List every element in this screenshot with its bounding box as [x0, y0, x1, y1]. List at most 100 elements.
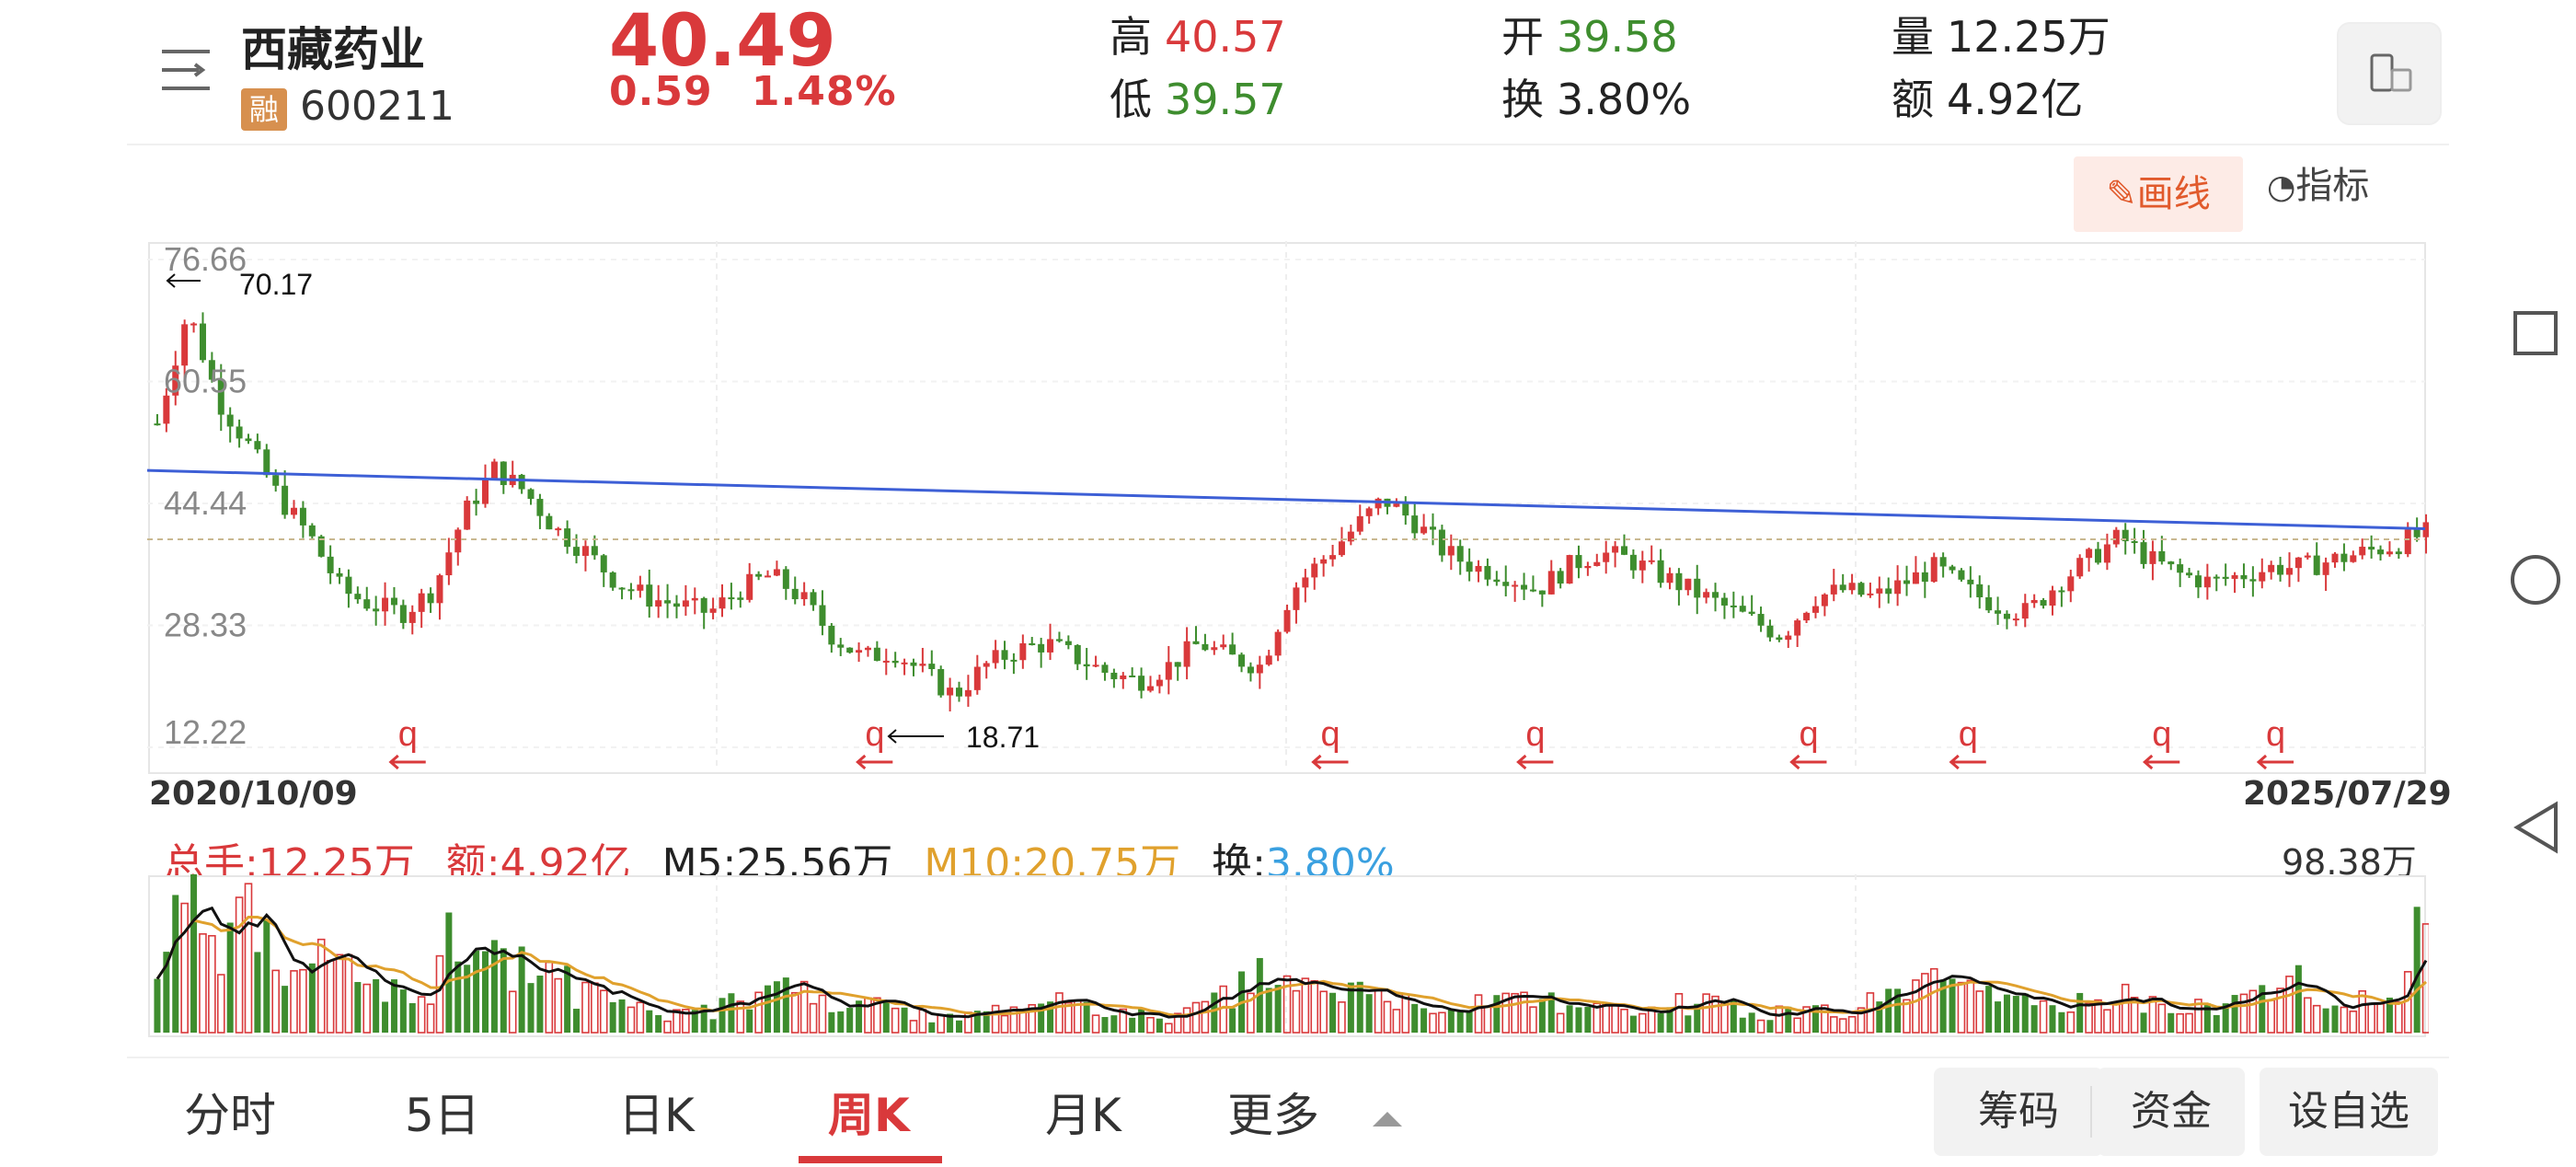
candle-body: [773, 569, 780, 576]
volume-bar: [1009, 1006, 1018, 1034]
tab-more[interactable]: 更多: [1227, 1079, 1402, 1145]
landscape-button[interactable]: [2337, 22, 2442, 125]
candle-body: [1538, 590, 1546, 595]
draw-line-button[interactable]: ✎画线: [2074, 156, 2243, 232]
candle-body: [891, 660, 899, 664]
candle-body: [2259, 572, 2266, 582]
candle-body: [1064, 641, 1072, 645]
candle-body: [1921, 572, 1928, 583]
candle-body: [527, 489, 535, 500]
volume-bar: [2239, 993, 2248, 1034]
candle-body: [1584, 565, 1592, 569]
volume-bar: [2259, 985, 2266, 1033]
volume-bar: [426, 1003, 435, 1034]
square-icon[interactable]: [2513, 311, 2558, 355]
stat-label: 额: [1892, 75, 1934, 124]
candle-body: [1675, 572, 1683, 591]
volume-bar: [1793, 1017, 1801, 1034]
volume-bar: [1146, 1016, 1155, 1034]
volume-bar: [627, 1006, 636, 1034]
triangle-back-icon[interactable]: [2513, 801, 2558, 854]
candle-body: [719, 597, 726, 609]
candle-body: [728, 597, 735, 600]
volume-bar: [1966, 979, 1975, 1034]
candle-body: [765, 575, 772, 578]
candle-body: [436, 575, 443, 604]
candle-body: [1493, 579, 1501, 583]
candle-body: [2194, 575, 2202, 588]
candle-body: [1402, 503, 1409, 516]
volume-bar: [2076, 992, 2084, 1033]
volume-grid: [716, 874, 1857, 1034]
volume-bar: [1338, 1001, 1346, 1034]
volume-chart[interactable]: [147, 874, 2429, 1038]
volume-bar: [527, 983, 535, 1033]
candle-body: [1329, 555, 1337, 560]
candle-body: [1912, 572, 1919, 584]
candle-body: [536, 499, 544, 516]
volume-bar: [2213, 1014, 2220, 1033]
candle-body: [901, 662, 908, 664]
volume-bar: [445, 912, 453, 1033]
candle-body: [856, 650, 863, 653]
volume-bar: [719, 998, 726, 1033]
volume-bar: [2130, 997, 2139, 1034]
candle-body: [390, 597, 397, 606]
volume-bar: [573, 1009, 581, 1033]
tab-weekly-k[interactable]: 周K: [828, 1089, 910, 1142]
candle-body: [181, 324, 189, 366]
chips-button[interactable]: 筹码: [1934, 1068, 2103, 1156]
pill-divider: [2090, 1086, 2092, 1138]
volume-bar: [308, 963, 316, 1033]
circle-icon[interactable]: [2511, 555, 2560, 605]
q-marker-label: q: [865, 715, 884, 754]
volume-bar: [1247, 992, 1255, 1034]
volume-bar: [1702, 993, 1710, 1034]
max-label: 70.17: [239, 268, 313, 301]
candle-body: [2186, 572, 2193, 576]
volume-bar: [1493, 995, 1501, 1033]
candle-body: [254, 441, 261, 450]
tab-daily-k[interactable]: 日K: [618, 1089, 695, 1142]
indicator-label: 指标: [2295, 165, 2370, 207]
candle-body: [2413, 529, 2421, 537]
funds-button[interactable]: 资金: [2098, 1068, 2245, 1156]
volume-bar: [1301, 977, 1310, 1034]
candle-body: [2350, 555, 2357, 562]
volume-bar: [1474, 994, 1483, 1034]
candle-body: [1593, 561, 1601, 566]
volume-bar: [1420, 1008, 1428, 1033]
candle-body: [2359, 547, 2366, 556]
volume-bar: [837, 1011, 845, 1033]
candle-body: [1811, 606, 1819, 613]
candle-body: [646, 584, 653, 607]
volume-bar: [1429, 1012, 1437, 1034]
candle-body: [618, 587, 626, 590]
indicator-button[interactable]: ◔指标: [2267, 158, 2369, 215]
candle-body: [2076, 558, 2084, 577]
volume-bar: [1138, 1007, 1145, 1033]
kline-chart[interactable]: 76.66 60.55 44.44 28.33 12.22 q q q q q q q q 70.17…: [147, 241, 2429, 775]
candle-body: [2294, 557, 2302, 569]
tab-monthly-k[interactable]: 月K: [1045, 1089, 1121, 1142]
volume-bar: [2294, 965, 2302, 1033]
candle-body: [399, 605, 407, 623]
tab-intraday[interactable]: 分时: [184, 1089, 276, 1142]
candle-body: [2240, 574, 2248, 580]
add-watchlist-button[interactable]: 设自选: [2260, 1068, 2438, 1156]
tab-5day[interactable]: 5日: [405, 1089, 480, 1142]
candle-body: [1685, 578, 1692, 591]
candle-body: [2158, 550, 2166, 562]
candle-body: [2021, 603, 2029, 619]
candle-body: [373, 608, 380, 612]
candle-body: [1256, 664, 1263, 674]
volume-bar: [2021, 993, 2029, 1033]
min-annotation: 18.71: [887, 721, 1040, 754]
candle-body: [2268, 564, 2275, 572]
candle-body: [245, 438, 252, 442]
candle-body: [1456, 546, 1464, 562]
volume-bar: [2349, 1011, 2358, 1034]
candle-body: [154, 423, 161, 426]
volume-bar: [700, 1004, 707, 1033]
menu-list-icon[interactable]: [158, 46, 213, 94]
